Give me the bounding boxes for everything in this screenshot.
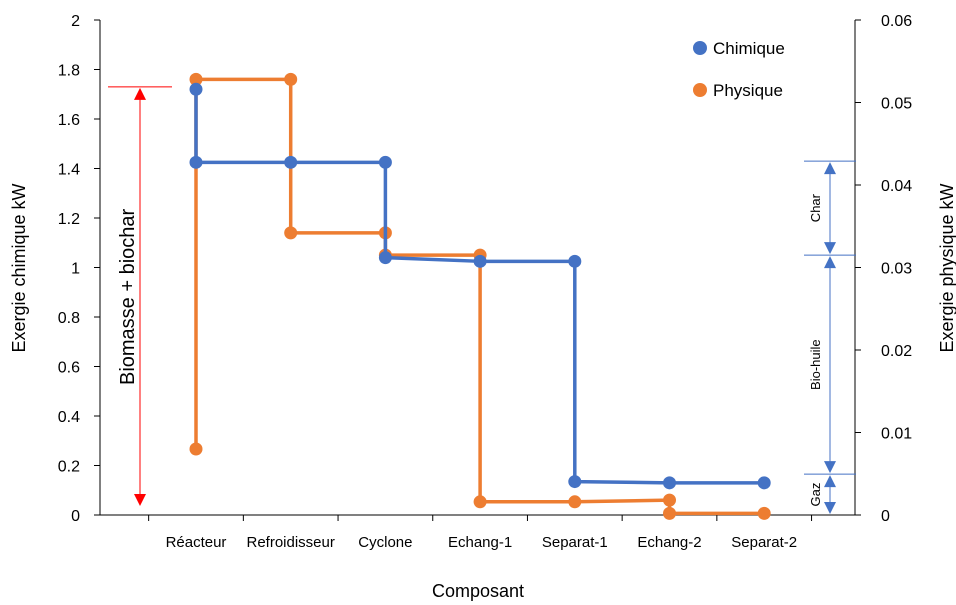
y2-axis-title: Exergie physique kW [937, 183, 956, 352]
bracket-head-down [824, 461, 836, 474]
data-point [378, 155, 392, 169]
data-point [473, 254, 487, 268]
left-axis-ticks: 0 0.2 0.4 0.6 0.8 1 1.2 1.4 1.6 1.8 2 [58, 13, 100, 525]
legend-label: Physique [713, 81, 783, 100]
category-label: Refroidisseur [247, 534, 335, 551]
data-point [189, 155, 203, 169]
annotations: Biomasse + biochar Char Bio-huile Gaz [108, 86, 856, 514]
series-line [194, 77, 765, 516]
data-point [757, 476, 771, 490]
data-point [189, 72, 203, 86]
left-tick-label: 0.6 [58, 360, 80, 377]
category-label: Echang-1 [448, 534, 512, 551]
data-point [568, 475, 582, 489]
data-point [189, 82, 203, 96]
data-point [284, 226, 298, 240]
right-tick-label: 0.02 [881, 343, 912, 360]
left-tick-label: 1.4 [58, 162, 80, 179]
category-label: Cyclone [358, 534, 412, 551]
x-axis-title: Composant [432, 581, 524, 601]
right-tick-label: 0.05 [881, 96, 912, 113]
data-point [284, 72, 298, 86]
bracket-label: Char [808, 193, 823, 222]
right-tick-label: 0.06 [881, 13, 912, 30]
left-tick-label: 2 [71, 13, 80, 30]
left-tick-label: 0.2 [58, 459, 80, 476]
data-point [378, 251, 392, 265]
right-axis-ticks: 0 0.01 0.02 0.03 0.04 0.05 0.06 [855, 13, 912, 525]
data-point [663, 476, 676, 490]
data-point [757, 506, 771, 520]
left-tick-label: 0 [71, 508, 80, 525]
bracket-head-up [824, 475, 836, 488]
category-labels: Réacteur Refroidisseur Cyclone Echang-1 Sepa… [148, 515, 813, 551]
left-tick-label: 0.8 [58, 310, 80, 327]
category-label: Echang-2 [637, 534, 701, 551]
bracket-head-up [824, 256, 836, 269]
data-point [473, 495, 487, 509]
legend: Chimique Physique [693, 39, 785, 100]
legend-marker [693, 83, 707, 97]
legend-label: Chimique [713, 39, 785, 58]
main-arrow-label: Biomasse + biochar [117, 208, 139, 385]
series-line [194, 89, 765, 485]
left-tick-label: 1 [71, 261, 80, 278]
data-point [663, 493, 676, 507]
main-arrow-head-down [134, 494, 146, 506]
y-axis-title: Exergie chimique kW [9, 183, 29, 352]
data-point [568, 254, 582, 268]
left-tick-label: 1.2 [58, 211, 80, 228]
series-layer [189, 72, 771, 520]
series-chimique [189, 82, 771, 490]
category-label: Separat-1 [542, 534, 608, 551]
left-tick-label: 0.4 [58, 409, 80, 426]
category-label: Réacteur [166, 534, 227, 551]
right-tick-label: 0.03 [881, 261, 912, 278]
data-point [663, 506, 676, 520]
bracket-head-down [824, 242, 836, 255]
legend-marker [693, 41, 707, 55]
main-arrow-head-up [134, 87, 146, 100]
bracket-head-up [824, 162, 836, 175]
bracket-label: Gaz [808, 483, 823, 507]
series-physique [189, 72, 771, 520]
right-tick-label: 0.04 [881, 178, 912, 195]
left-tick-label: 1.6 [58, 112, 80, 129]
bracket-label: Bio-huile [808, 339, 823, 390]
category-label: Separat-2 [731, 534, 797, 551]
data-point [568, 495, 582, 509]
data-point [189, 442, 203, 456]
right-tick-label: 0 [881, 508, 890, 525]
left-tick-label: 1.8 [58, 63, 80, 80]
data-point [284, 155, 298, 169]
right-tick-label: 0.01 [881, 426, 912, 443]
bracket-head-down [824, 502, 836, 514]
